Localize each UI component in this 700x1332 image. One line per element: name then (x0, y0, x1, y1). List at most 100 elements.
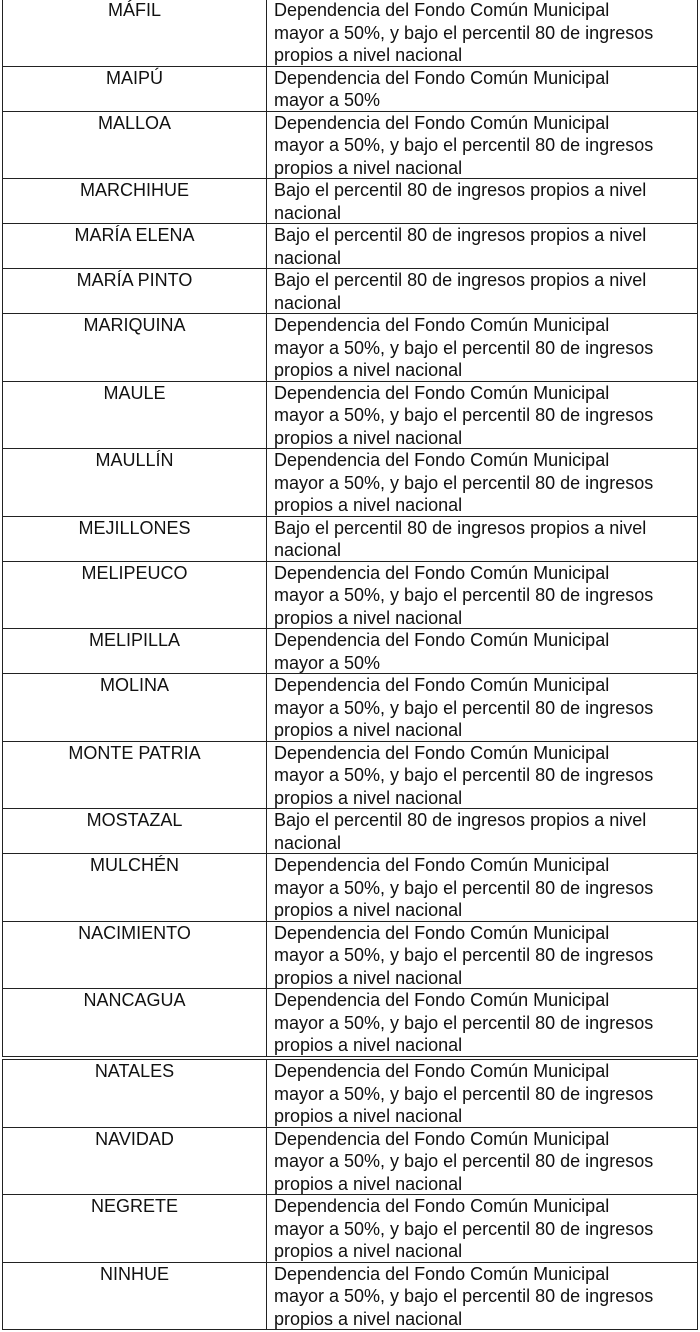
description-line: Dependencia del Fondo Común Municipal (274, 450, 610, 470)
description-line: Dependencia del Fondo Común Municipal (274, 990, 610, 1010)
table-row: MOLINA Dependencia del Fondo Común Munici… (3, 674, 697, 742)
description-line: mayor a 50%, y bajo el percentil 80 de i… (274, 1151, 654, 1171)
table-row: MAULLÍN Dependencia del Fondo Común Munic… (3, 449, 697, 517)
table-row: MEJILLONES Bajo el percentil 80 de ingres… (3, 516, 697, 562)
description-line: nacional (274, 540, 342, 560)
description-line: Dependencia del Fondo Común Municipal (274, 855, 610, 875)
description-line: Dependencia del Fondo Común Municipal (274, 675, 610, 695)
description-line: Bajo el percentil 80 de ingresos propios… (274, 517, 647, 538)
criteria-description: Dependencia del Fondo Común Municipal may… (267, 854, 697, 921)
table-row: MONTE PATRIA Dependencia del Fondo Común … (3, 741, 697, 809)
criteria-description: Dependencia del Fondo Común Municipal may… (267, 742, 697, 809)
municipality-name: MOLINA (3, 674, 267, 741)
description-line: mayor a 50%, y bajo el percentil 80 de i… (274, 405, 654, 425)
description-line: Bajo el percentil 80 de ingresos propios… (274, 225, 647, 245)
criteria-description: Bajo el percentil 80 de ingresos propios… (267, 269, 697, 313)
description-line: mayor a 50%, y bajo el percentil 80 de i… (274, 1012, 654, 1033)
description-line: Bajo el percentil 80 de ingresos propios… (274, 180, 647, 200)
description-line: Dependencia del Fondo Común Municipal (274, 315, 610, 335)
table-row: MARÍA ELENA Bajo el percentil 80 de ingre… (3, 224, 697, 269)
criteria-description: Dependencia del Fondo Común Municipal may… (267, 0, 697, 66)
criteria-description: Bajo el percentil 80 de ingresos propios… (267, 517, 697, 561)
description-line: mayor a 50%, y bajo el percentil 80 de i… (274, 585, 654, 605)
municipality-name: MÁFIL (3, 0, 267, 66)
criteria-description: Dependencia del Fondo Común Municipal may… (267, 629, 697, 673)
description-line: propios a nivel nacional (274, 360, 463, 380)
description-line: nacional (274, 247, 342, 268)
table-row: MÁFIL Dependencia del Fondo Común Municip… (3, 0, 697, 67)
description-line: mayor a 50% (274, 652, 381, 673)
description-line: Dependencia del Fondo Común Municipal (274, 562, 610, 583)
description-line: mayor a 50%, y bajo el percentil 80 de i… (274, 765, 654, 785)
description-line: propios a nivel nacional (274, 720, 463, 740)
description-line: mayor a 50%, y bajo el percentil 80 de i… (274, 1083, 654, 1104)
criteria-description: Dependencia del Fondo Común Municipal may… (267, 67, 697, 111)
description-line: propios a nivel nacional (274, 787, 463, 808)
municipality-name: MONTE PATRIA (3, 741, 267, 808)
description-line: propios a nivel nacional (274, 1308, 463, 1329)
description-line: Dependencia del Fondo Común Municipal (274, 742, 610, 763)
description-line: propios a nivel nacional (274, 607, 463, 628)
table-row: MAIPÚ Dependencia del Fondo Común Municip… (3, 66, 697, 112)
municipality-name: MOSTAZAL (3, 809, 267, 853)
municipality-name: MAULE (3, 381, 267, 448)
description-line: propios a nivel nacional (274, 1173, 463, 1194)
description-line: Dependencia del Fondo Común Municipal (274, 67, 610, 88)
table-row: NINHUE Dependencia del Fondo Común Munici… (3, 1262, 697, 1330)
description-line: mayor a 50%, y bajo el percentil 80 de i… (274, 945, 654, 965)
criteria-description: Dependencia del Fondo Común Municipal may… (267, 112, 697, 179)
table-row: NAVIDAD Dependencia del Fondo Común Munic… (3, 1127, 697, 1195)
municipality-name: MAULLÍN (3, 449, 267, 516)
description-line: mayor a 50% (274, 90, 381, 110)
criteria-description: Dependencia del Fondo Común Municipal may… (267, 382, 697, 449)
municipality-name: NANCAGUA (3, 989, 267, 1056)
description-line: mayor a 50%, y bajo el percentil 80 de i… (274, 877, 654, 898)
criteria-description: Dependencia del Fondo Común Municipal may… (267, 314, 697, 381)
description-line: Dependencia del Fondo Común Municipal (274, 630, 610, 650)
table-row: NATALES Dependencia del Fondo Común Munic… (3, 1060, 697, 1128)
table-row: NACIMIENTO Dependencia del Fondo Común Mu… (3, 921, 697, 989)
municipality-name: MALLOA (3, 111, 267, 178)
municipality-name: MELIPEUCO (3, 561, 267, 628)
description-line: Dependencia del Fondo Común Municipal (274, 112, 610, 133)
municipality-name: NAVIDAD (3, 1127, 267, 1194)
description-line: mayor a 50%, y bajo el percentil 80 de i… (274, 472, 654, 493)
description-line: Dependencia del Fondo Común Municipal (274, 1128, 610, 1149)
description-line: Dependencia del Fondo Común Municipal (274, 0, 610, 20)
description-line: Dependencia del Fondo Común Municipal (274, 1061, 610, 1081)
municipality-name: MARCHIHUE (3, 179, 267, 223)
description-line: propios a nivel nacional (274, 1106, 463, 1126)
municipality-name: MARIQUINA (3, 314, 267, 381)
table-row: NANCAGUA Dependencia del Fondo Común Muni… (3, 989, 697, 1057)
table-row: MARIQUINA Dependencia del Fondo Común Mun… (3, 314, 697, 382)
description-line: mayor a 50%, y bajo el percentil 80 de i… (274, 1286, 654, 1306)
description-line: propios a nivel nacional (274, 157, 463, 178)
criteria-description: Dependencia del Fondo Común Municipal may… (267, 1128, 697, 1195)
municipality-name: NATALES (3, 1060, 267, 1127)
table-row: MELIPEUCO Dependencia del Fondo Común Mun… (3, 561, 697, 629)
table-row: MOSTAZAL Bajo el percentil 80 de ingresos… (3, 809, 697, 854)
description-line: Dependencia del Fondo Común Municipal (274, 382, 610, 403)
criteria-description: Dependencia del Fondo Común Municipal may… (267, 1060, 697, 1127)
description-line: mayor a 50%, y bajo el percentil 80 de i… (274, 135, 654, 155)
description-line: propios a nivel nacional (274, 45, 463, 65)
description-line: propios a nivel nacional (274, 967, 463, 988)
description-line: Dependencia del Fondo Común Municipal (274, 1196, 610, 1216)
description-line: propios a nivel nacional (274, 1035, 463, 1055)
description-line: propios a nivel nacional (274, 495, 463, 515)
municipality-table-part-2: NATALES Dependencia del Fondo Común Munic… (2, 1059, 698, 1330)
criteria-description: Dependencia del Fondo Común Municipal may… (267, 674, 697, 741)
description-line: propios a nivel nacional (274, 900, 463, 920)
description-line: mayor a 50%, y bajo el percentil 80 de i… (274, 337, 654, 358)
table-row: MALLOA Dependencia del Fondo Común Munici… (3, 111, 697, 179)
table-row: MELIPILLA Dependencia del Fondo Común Mun… (3, 629, 697, 674)
description-line: propios a nivel nacional (274, 1241, 463, 1261)
municipality-name: NACIMIENTO (3, 921, 267, 988)
description-line: Dependencia del Fondo Común Municipal (274, 922, 610, 943)
criteria-description: Bajo el percentil 80 de ingresos propios… (267, 179, 697, 223)
municipality-name: MEJILLONES (3, 516, 267, 561)
description-line: nacional (274, 292, 342, 313)
criteria-description: Bajo el percentil 80 de ingresos propios… (267, 809, 697, 853)
criteria-description: Dependencia del Fondo Común Municipal may… (267, 922, 697, 989)
criteria-description: Dependencia del Fondo Común Municipal may… (267, 449, 697, 516)
